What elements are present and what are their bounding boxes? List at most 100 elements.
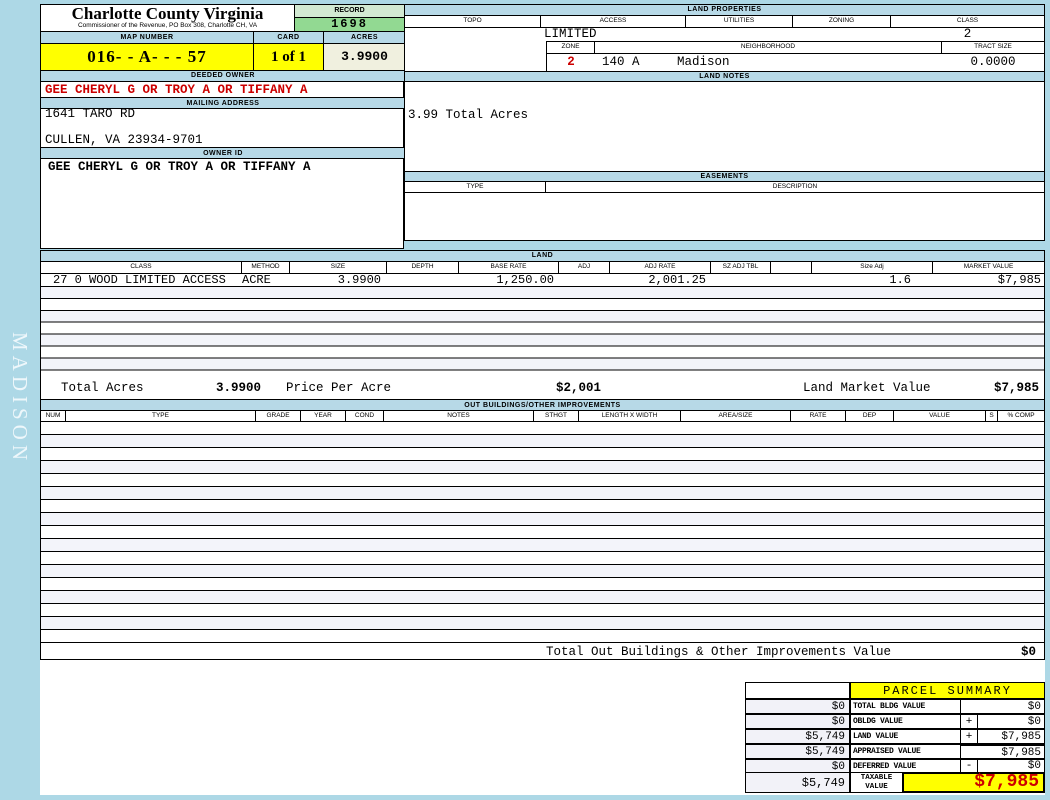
map-number-label: MAP NUMBER: [41, 32, 254, 44]
out-buildings-total-value: $0: [1020, 645, 1036, 659]
column-utilities: UTILITIES: [686, 16, 793, 27]
ps-land-op: +: [960, 729, 978, 744]
ps-deferred-value: $0: [977, 759, 1045, 773]
ob-col-s: S: [986, 411, 998, 421]
column-class: CLASS: [956, 17, 979, 24]
land-data-row: 27 0 WOOD LIMITED ACCESS ACRE 3.9900 1,2…: [41, 274, 1044, 287]
mailing-address-label: MAILING ADDRESS: [41, 97, 405, 109]
ob-col-area-size: AREA/SIZE: [681, 411, 791, 421]
ob-col-pct-comp: % COMP: [1007, 412, 1035, 419]
land-row-class: 27 0 WOOD LIMITED ACCESS: [53, 274, 226, 286]
neighborhood-vertical-label: MADISON: [8, 332, 32, 466]
land-properties-columns: TOPO ACCESS UTILITIES ZONING CLASS: [405, 16, 1044, 28]
land-properties-section-label: LAND PROPERTIES: [405, 5, 1044, 16]
ps-title: PARCEL SUMMARY: [850, 682, 1045, 699]
land-row-method: ACRE: [242, 274, 271, 286]
ps-land-prior: $5,749: [745, 729, 851, 744]
land-col-market-value: MARKET VALUE: [963, 263, 1014, 270]
land-row-adj-rate: 2,001.25: [648, 274, 706, 286]
land-notes-section-label: LAND NOTES: [405, 71, 1044, 82]
ob-col-dep: DEP: [846, 411, 894, 421]
out-buildings-columns: NUM TYPE GRADE YEAR COND NOTES STHGT LEN…: [41, 411, 1044, 422]
out-buildings-section-label: OUT BUILDINGS/OTHER IMPROVEMENTS: [41, 399, 1044, 411]
total-acres-label: Total Acres: [61, 381, 144, 395]
access-value: LIMITED: [544, 27, 597, 41]
owner-id-label: OWNER ID: [41, 147, 405, 159]
land-col-blank: [771, 262, 812, 273]
total-acres-value: 3.9900: [215, 381, 261, 395]
tract-size-value: 0.0000: [970, 55, 1016, 69]
land-col-base-rate: BASE RATE: [459, 262, 559, 273]
ps-taxable-label: TAXABLE VALUE: [850, 772, 903, 793]
land-col-adj-rate: ADJ RATE: [610, 262, 711, 273]
record-label: RECORD: [295, 5, 404, 18]
ps-appraised-prior: $5,749: [745, 744, 851, 759]
land-row-adj: [559, 274, 610, 286]
land-row-blank: [771, 274, 812, 286]
land-row-depth: [387, 274, 459, 286]
acres-value: 3.9900: [324, 44, 405, 71]
price-per-acre-label: Price Per Acre: [286, 381, 392, 395]
ps-land-label: LAND VALUE: [850, 729, 961, 744]
deeded-owner-label: DEEDED OWNER: [41, 71, 405, 82]
ps-deferred-op: -: [960, 759, 978, 773]
ps-obldg-prior: $0: [745, 714, 851, 729]
ps-total-bldg-value: $0: [960, 699, 1045, 714]
land-notes-text: 3.99 Total Acres: [408, 108, 529, 122]
out-buildings-total-label: Total Out Buildings & Other Improvements…: [546, 645, 892, 659]
card-label: CARD: [254, 32, 324, 44]
land-market-value: $7,985: [993, 381, 1039, 395]
owner-panel: Charlotte County Virginia Commissioner o…: [40, 4, 405, 249]
column-access: ACCESS: [541, 16, 686, 27]
zone-value: 2: [567, 55, 575, 69]
land-market-value-label: Land Market Value: [803, 381, 931, 395]
class-value: 2: [963, 27, 972, 41]
easements-section-label: EASEMENTS: [405, 171, 1044, 182]
land-row-size-adj: 1.6: [889, 274, 911, 286]
land-row-base-rate: 1,250.00: [496, 274, 554, 286]
easement-description-label: DESCRIPTION: [772, 183, 818, 190]
ob-col-year: YEAR: [301, 411, 346, 421]
record-value: 1698: [295, 18, 404, 32]
ps-appraised-label: APPRAISED VALUE: [850, 744, 961, 759]
ps-deferred-prior: $0: [745, 759, 851, 773]
land-col-class: CLASS: [41, 262, 242, 273]
ps-taxable-label-line1: TAXABLE: [860, 774, 893, 782]
ob-col-value: VALUE: [894, 411, 986, 421]
county-title-cell: Charlotte County Virginia Commissioner o…: [41, 5, 295, 32]
ps-taxable-prior: $5,749: [745, 772, 851, 793]
neighborhood-name: Madison: [677, 55, 730, 69]
land-col-adj: ADJ: [559, 262, 610, 273]
ps-obldg-op: +: [960, 714, 978, 729]
land-row-size: 3.9900: [337, 274, 381, 286]
ob-col-rate: RATE: [791, 411, 846, 421]
column-topo: TOPO: [405, 16, 541, 27]
owner-id-value: GEE CHERYL G OR TROY A OR TIFFANY A: [48, 160, 311, 174]
column-zoning: ZONING: [793, 16, 891, 27]
county-subtitle: Commissioner of the Revenue, PO Box 308,…: [77, 22, 258, 29]
land-table-panel: LAND CLASS METHOD SIZE DEPTH BASE RATE A…: [40, 250, 1045, 660]
land-empty-rows: [41, 287, 1044, 382]
land-section-label: LAND: [41, 251, 1044, 262]
ps-total-bldg-label: TOTAL BLDG VALUE: [850, 699, 961, 714]
ps-obldg-label: OBLDG VALUE: [850, 714, 961, 729]
zone-subtable: ZONE NEIGHBORHOOD TRACT SIZE 2 140 A Mad…: [546, 41, 1045, 72]
mailing-address-line2: CULLEN, VA 23934-9701: [45, 133, 203, 147]
ps-taxable-label-line2: VALUE: [865, 783, 888, 791]
ob-col-notes: NOTES: [384, 411, 534, 421]
out-buildings-empty-rows: [41, 422, 1044, 643]
card-value: 1 of 1: [254, 44, 324, 71]
land-col-size: SIZE: [290, 262, 387, 273]
ob-col-type: TYPE: [66, 411, 256, 421]
ps-header-left-cell: [745, 682, 851, 699]
ps-obldg-value: $0: [977, 714, 1045, 729]
ob-col-grade: GRADE: [256, 411, 301, 421]
ps-land-value: $7,985: [977, 729, 1045, 744]
easement-type-label: TYPE: [405, 182, 546, 192]
out-buildings-total-row: Total Out Buildings & Other Improvements…: [41, 643, 1044, 659]
easements-columns: TYPE DESCRIPTION: [405, 182, 1044, 193]
neighborhood-code: 140 A: [602, 55, 640, 69]
county-title: Charlotte County Virginia: [71, 4, 264, 23]
land-columns: CLASS METHOD SIZE DEPTH BASE RATE ADJ AD…: [41, 262, 1044, 274]
